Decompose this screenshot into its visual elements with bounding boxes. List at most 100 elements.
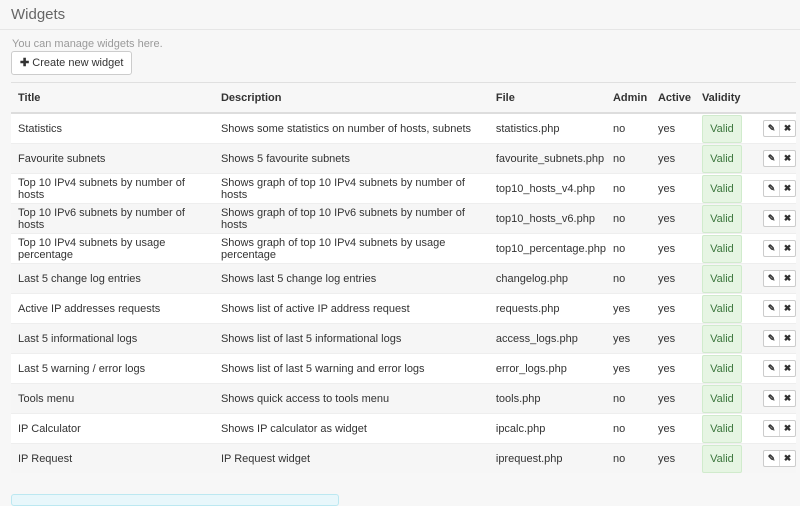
action-buttons: ✎ ✖	[763, 120, 796, 137]
action-buttons: ✎ ✖	[763, 300, 796, 317]
column-active: Active	[650, 82, 695, 114]
table-row: Active IP addresses requests Shows list …	[11, 293, 796, 324]
widget-file: tools.php	[488, 383, 606, 414]
action-buttons: ✎ ✖	[763, 210, 796, 227]
action-buttons: ✎ ✖	[763, 180, 796, 197]
widget-active: yes	[650, 143, 695, 174]
edit-button[interactable]: ✎	[767, 363, 776, 373]
widget-file: favourite_subnets.php	[488, 143, 606, 174]
delete-button[interactable]: ✖	[779, 301, 795, 316]
widget-description: Shows IP calculator as widget	[213, 413, 489, 444]
page-title: Widgets	[11, 6, 66, 23]
widget-active: yes	[650, 173, 695, 204]
delete-button[interactable]: ✖	[779, 421, 795, 436]
widget-description: Shows list of active IP address request	[213, 293, 489, 324]
delete-button[interactable]: ✖	[779, 361, 795, 376]
table-row: Statistics Shows some statistics on numb…	[11, 112, 796, 144]
widget-admin: no	[605, 233, 651, 264]
edit-button[interactable]: ✎	[767, 153, 776, 163]
delete-button[interactable]: ✖	[779, 271, 795, 286]
column-description: Description	[213, 82, 489, 114]
widget-description: Shows graph of top 10 IPv4 subnets by nu…	[213, 173, 489, 204]
widget-file: statistics.php	[488, 112, 606, 144]
widget-admin: no	[605, 173, 651, 204]
edit-button[interactable]: ✎	[767, 213, 776, 223]
widget-admin: yes	[605, 293, 651, 324]
widget-active: yes	[650, 233, 695, 264]
create-widget-button[interactable]: ✚ Create new widget	[11, 51, 133, 75]
widget-admin: no	[605, 383, 651, 414]
widget-active: yes	[650, 323, 695, 354]
edit-button[interactable]: ✎	[767, 123, 776, 133]
widget-file: requests.php	[488, 293, 606, 324]
divider	[0, 29, 800, 30]
delete-button[interactable]: ✖	[779, 181, 795, 196]
delete-button[interactable]: ✖	[779, 121, 795, 136]
widget-file: changelog.php	[488, 263, 606, 294]
widget-admin: yes	[605, 353, 651, 384]
widget-admin: no	[605, 143, 651, 174]
edit-button[interactable]: ✎	[767, 303, 776, 313]
edit-button[interactable]: ✎	[767, 453, 776, 463]
widget-title: IP Calculator	[11, 413, 214, 444]
widget-active: yes	[650, 112, 695, 144]
widget-description: Shows list of last 5 warning and error l…	[213, 353, 489, 384]
widget-description: Shows graph of top 10 IPv4 subnets by us…	[213, 233, 489, 264]
widget-description: Shows list of last 5 informational logs	[213, 323, 489, 354]
widget-active: yes	[650, 443, 695, 473]
widget-file: error_logs.php	[488, 353, 606, 384]
table-row: Favourite subnets Shows 5 favourite subn…	[11, 143, 796, 174]
action-buttons: ✎ ✖	[763, 390, 796, 407]
edit-button[interactable]: ✎	[767, 393, 776, 403]
validity-badge: Valid	[701, 444, 742, 473]
widget-file: iprequest.php	[488, 443, 606, 473]
widget-title: Favourite subnets	[11, 143, 214, 174]
table-row: Last 5 change log entries Shows last 5 c…	[11, 263, 796, 294]
table-row: IP Request IP Request widget iprequest.p…	[11, 443, 796, 473]
widget-title: Top 10 IPv6 subnets by number of hosts	[11, 203, 214, 234]
validity-badge: Valid	[701, 174, 742, 203]
validity-badge: Valid	[701, 114, 742, 143]
action-buttons: ✎ ✖	[763, 270, 796, 287]
edit-button[interactable]: ✎	[767, 333, 776, 343]
validity-badge: Valid	[701, 354, 742, 383]
page-subtitle: You can manage widgets here.	[12, 38, 163, 50]
widget-admin: no	[605, 443, 651, 473]
widget-description: IP Request widget	[213, 443, 489, 473]
delete-button[interactable]: ✖	[779, 331, 795, 346]
delete-button[interactable]: ✖	[779, 151, 795, 166]
widgets-table: Title Description File Admin Active Vali…	[11, 82, 796, 473]
edit-button[interactable]: ✎	[767, 423, 776, 433]
widget-file: top10_hosts_v4.php	[488, 173, 606, 204]
widget-admin: no	[605, 112, 651, 144]
widget-file: top10_percentage.php	[488, 233, 606, 264]
delete-button[interactable]: ✖	[779, 451, 795, 466]
widget-admin: no	[605, 203, 651, 234]
widget-title: Active IP addresses requests	[11, 293, 214, 324]
action-buttons: ✎ ✖	[763, 150, 796, 167]
widget-file: ipcalc.php	[488, 413, 606, 444]
table-header: Title Description File Admin Active Vali…	[11, 82, 796, 114]
validity-badge: Valid	[701, 264, 742, 293]
edit-button[interactable]: ✎	[767, 183, 776, 193]
widget-description: Shows graph of top 10 IPv6 subnets by nu…	[213, 203, 489, 234]
widget-active: yes	[650, 203, 695, 234]
widget-description: Shows quick access to tools menu	[213, 383, 489, 414]
edit-button[interactable]: ✎	[767, 273, 776, 283]
widget-title: IP Request	[11, 443, 214, 473]
validity-badge: Valid	[701, 384, 742, 413]
edit-button[interactable]: ✎	[767, 243, 776, 253]
table-row: Top 10 IPv4 subnets by number of hosts S…	[11, 173, 796, 204]
widget-title: Top 10 IPv4 subnets by number of hosts	[11, 173, 214, 204]
widget-title: Top 10 IPv4 subnets by usage percentage	[11, 233, 214, 264]
delete-button[interactable]: ✖	[779, 391, 795, 406]
validity-badge: Valid	[701, 414, 742, 443]
delete-button[interactable]: ✖	[779, 211, 795, 226]
column-actions	[749, 82, 796, 114]
widget-title: Last 5 informational logs	[11, 323, 214, 354]
column-validity: Validity	[694, 82, 749, 114]
table-row: Tools menu Shows quick access to tools m…	[11, 383, 796, 414]
widget-active: yes	[650, 353, 695, 384]
delete-button[interactable]: ✖	[779, 241, 795, 256]
column-admin: Admin	[605, 82, 651, 114]
